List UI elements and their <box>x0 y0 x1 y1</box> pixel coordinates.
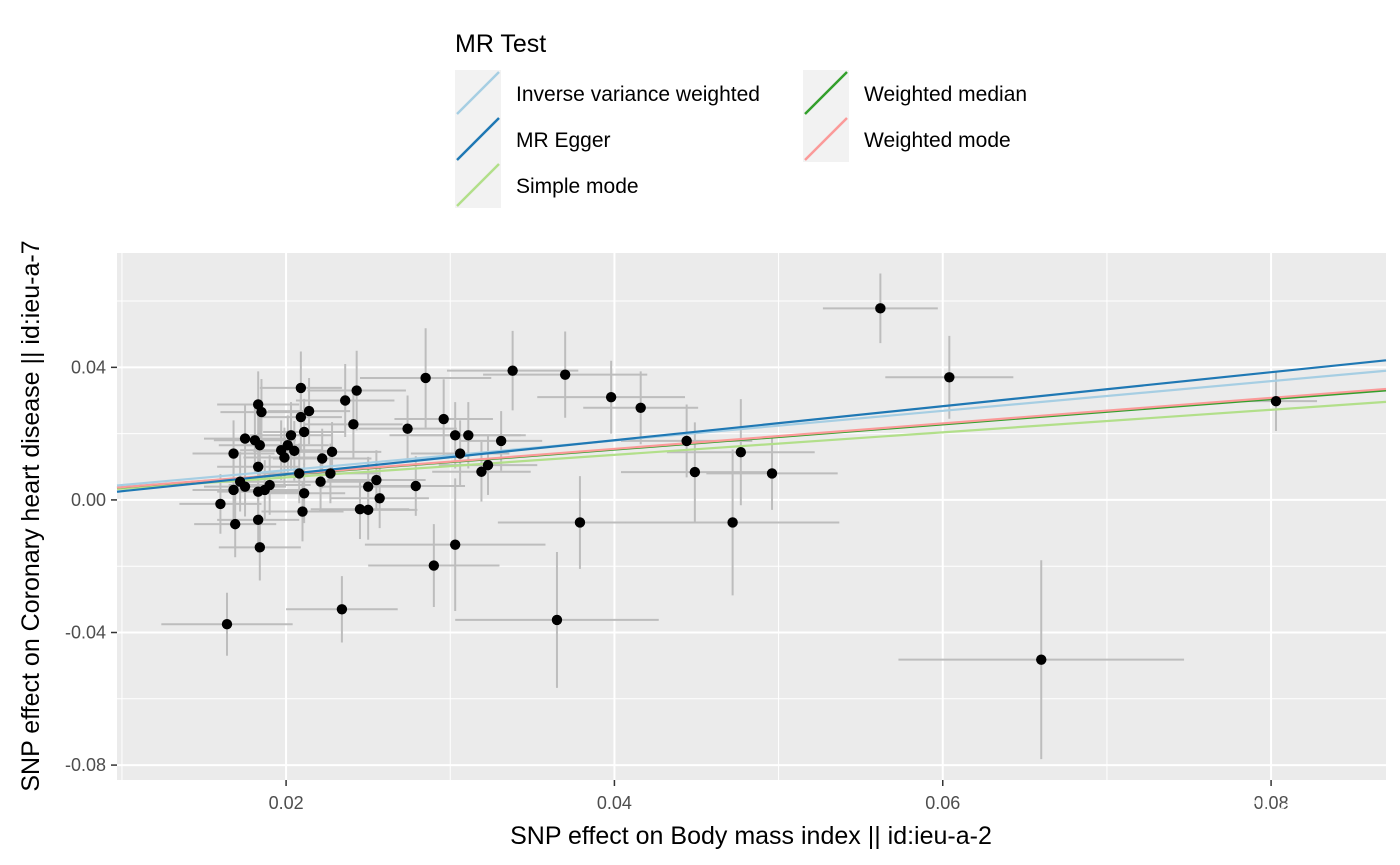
data-point <box>374 493 385 504</box>
plot-panel <box>117 253 1386 780</box>
legend-key-line <box>456 163 500 207</box>
data-point <box>256 406 267 418</box>
data-point <box>449 430 461 441</box>
data-point <box>252 514 264 526</box>
legend-label: Weighted median <box>864 83 1027 106</box>
legend-entry: Weighted mode <box>803 116 1011 162</box>
legend-entry: Inverse variance weighted <box>455 70 760 116</box>
data-point <box>727 517 738 528</box>
grid-lines <box>117 253 1386 780</box>
y-tick-label: 0.00 <box>71 490 106 510</box>
data-point <box>449 539 461 550</box>
legend-label: Simple mode <box>516 175 639 198</box>
legend: MR Test Inverse variance weighted MR Egge… <box>455 30 1027 208</box>
data-point <box>635 402 646 413</box>
data-point <box>339 395 351 406</box>
data-point <box>228 448 239 459</box>
legend-title: MR Test <box>455 30 546 58</box>
data-point <box>239 481 251 492</box>
legend-key-line <box>456 117 500 161</box>
x-axis-title: SNP effect on Body mass index || id:ieu-… <box>510 822 992 850</box>
data-point <box>351 385 362 396</box>
data-point <box>362 504 374 516</box>
legend-label: Inverse variance weighted <box>516 83 760 106</box>
legend-key-line <box>804 71 848 115</box>
data-point <box>215 498 226 510</box>
data-point <box>295 382 307 394</box>
data-point <box>1036 654 1047 665</box>
y-axis-title: SNP effect on Coronary heart disease || … <box>17 240 45 791</box>
data-point <box>228 484 239 496</box>
data-point <box>289 445 300 457</box>
data-point <box>371 474 382 486</box>
x-tick-label: 0.06 <box>925 793 960 813</box>
y-axis: -0.08 -0.04 0.00 0.04 <box>65 357 117 775</box>
data-point <box>420 372 431 384</box>
data-point <box>875 303 886 314</box>
data-point <box>438 413 449 425</box>
legend-entry: Simple mode <box>455 162 639 208</box>
data-point <box>348 419 359 430</box>
data-point <box>315 476 326 487</box>
data-point <box>229 518 241 530</box>
legend-key-line <box>804 117 848 161</box>
data-point <box>454 448 466 459</box>
data-point <box>495 435 507 447</box>
data-point <box>559 369 571 380</box>
y-tick-label: -0.04 <box>65 623 106 643</box>
data-point <box>410 480 421 492</box>
data-point <box>766 468 778 479</box>
data-point <box>574 517 586 528</box>
data-points <box>215 303 1282 665</box>
data-point <box>482 459 494 471</box>
legend-entry: MR Egger <box>455 116 611 162</box>
legend-key-line <box>456 71 500 115</box>
data-point <box>221 619 233 630</box>
regression-line <box>116 369 1387 487</box>
data-point <box>317 453 328 464</box>
data-point <box>295 411 307 423</box>
y-tick-label: -0.08 <box>65 755 106 775</box>
data-point <box>463 430 474 441</box>
data-point <box>681 435 692 447</box>
data-point <box>944 372 955 383</box>
data-point <box>252 461 264 472</box>
data-point <box>294 468 305 479</box>
data-point <box>428 560 440 571</box>
data-point <box>279 452 290 463</box>
data-point <box>254 542 266 553</box>
data-point <box>285 430 297 441</box>
data-point <box>239 433 251 444</box>
legend-entry: Weighted median <box>803 70 1027 116</box>
data-point <box>507 365 518 376</box>
data-point <box>298 488 310 499</box>
data-point <box>551 614 563 626</box>
data-point <box>735 446 747 458</box>
data-point <box>605 391 617 403</box>
data-point <box>354 504 366 515</box>
data-point <box>325 468 336 479</box>
data-point <box>1270 395 1282 407</box>
data-point <box>402 423 413 434</box>
watermark: 知乎 @GWASLab <box>1045 792 1316 830</box>
x-tick-label: 0.04 <box>597 793 632 813</box>
data-point <box>336 604 348 615</box>
data-point <box>326 446 338 458</box>
legend-label: Weighted mode <box>864 129 1011 152</box>
data-point <box>362 481 374 492</box>
data-point <box>264 479 275 491</box>
data-point <box>297 506 308 517</box>
data-point <box>689 466 701 478</box>
legend-label: MR Egger <box>516 129 611 152</box>
data-point <box>298 426 310 438</box>
x-axis: 0.02 0.04 0.06 0.08 <box>269 780 1289 813</box>
y-tick-label: 0.04 <box>71 357 106 377</box>
data-point <box>254 440 266 451</box>
data-point <box>476 466 487 477</box>
x-tick-label: 0.02 <box>269 793 304 813</box>
x-tick-label: 0.08 <box>1254 793 1289 813</box>
data-point <box>303 405 315 417</box>
